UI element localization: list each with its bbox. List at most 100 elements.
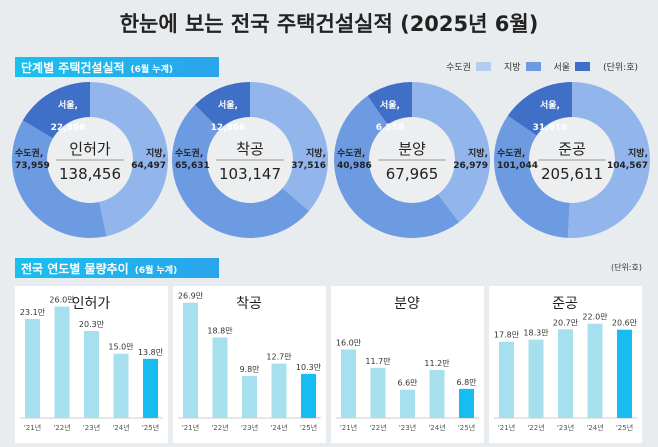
bar [617,329,632,418]
donut-title: 분양 [398,140,426,158]
bar-value-label: 10.3만 [296,363,322,372]
slice-metro [11,120,107,238]
bar [113,353,129,418]
bar-value-label: 17.8만 [494,331,520,340]
x-tick-label: '25년 [458,423,475,432]
x-tick-label: '24년 [428,423,445,432]
legend-label: 지방 [503,63,521,73]
x-tick-label: '21년 [182,423,199,432]
bar [84,331,99,418]
slice-seoul [507,82,572,137]
label-metro-value: 40,986 [337,161,372,171]
bar [459,388,474,418]
bar-value-label: 6.6만 [397,379,418,388]
label-local-value: 104,567 [607,161,648,171]
unit-label: (단위:호) [610,263,642,272]
x-tick-label: '24년 [586,423,603,432]
x-tick-label: '23년 [557,423,574,432]
slice-seoul [367,82,412,126]
unit-label: (단위:호) [603,63,638,73]
bar-value-label: 12.7만 [266,353,292,362]
bar-panel-title: 분양 [394,296,420,312]
label-metro-name: 수도권, [337,147,365,159]
bar [429,370,445,418]
bar [341,349,356,418]
bar [54,306,70,418]
bar [183,302,198,418]
bar [143,358,158,418]
bar [271,363,287,418]
bar-value-label: 20.3만 [79,320,105,329]
bar-value-label: 22.0만 [582,313,608,322]
bar-value-label: 20.6만 [612,319,638,328]
x-tick-label: '23년 [83,423,100,432]
label-metro-value: 73,959 [15,161,50,171]
slice-seoul [22,82,90,139]
bar-value-label: 15.0만 [108,343,134,352]
x-tick-label: '21년 [340,423,357,432]
slice-local [250,82,328,212]
x-tick-label: '22년 [527,423,544,432]
bar [587,323,603,418]
x-tick-label: '24년 [112,423,129,432]
label-seoul-value: 12,866 [211,123,246,133]
x-tick-label: '22년 [369,423,386,432]
label-metro-name: 수도권, [497,147,525,159]
section-banner-yearly: 전국 연도별 물량추이 (6월 누계) [15,258,219,278]
donut-title: 인허가 [69,140,111,158]
x-tick-label: '23년 [399,423,416,432]
label-local-value: 37,516 [291,161,326,171]
slice-metro [171,104,309,239]
donut-total: 138,456 [59,165,121,183]
bar-value-label: 16.0만 [336,338,362,347]
bar [558,329,573,418]
bar [370,367,386,418]
legend-label: 서울 [553,63,571,73]
label-local-value: 26,979 [453,161,488,171]
page-title: 한눈에 보는 전국 주택건설실적 (2025년 6월) [119,12,539,36]
bar-value-label: 9.8만 [239,365,260,374]
label-metro-name: 수도권, [175,147,203,159]
bar [499,341,514,418]
label-seoul-value: 31,618 [533,123,568,133]
bar-value-label: 11.2만 [424,359,450,368]
donut-total: 103,147 [219,165,281,183]
bar-value-label: 18.8만 [207,326,233,335]
legend-swatch [525,62,541,71]
donut-total: 205,611 [541,165,603,183]
bar [528,339,544,418]
x-tick-label: '23년 [241,423,258,432]
label-seoul-value: 6,558 [376,123,404,133]
bar-value-label: 13.8만 [138,348,164,357]
section-banner-stage: 단계별 주택건설실적 (6월 누계) [15,57,219,77]
section-title: 단계별 주택건설실적 [21,61,125,75]
x-tick-label: '25년 [142,423,159,432]
bar-panel-title: 착공 [236,296,262,312]
slice-metro [494,115,570,238]
label-local-name: 지방, [468,147,488,159]
bar-panel-title: 준공 [552,296,578,312]
label-seoul-name: 서울, [380,99,400,111]
donut-title: 준공 [558,140,586,158]
section-subtitle: (6월 누계) [130,65,174,75]
slice-seoul [194,82,250,131]
x-tick-label: '25년 [616,423,633,432]
bar [301,373,316,418]
x-tick-label: '22년 [211,423,228,432]
label-seoul-name: 서울, [218,99,238,111]
label-local-name: 지방, [146,147,166,159]
label-seoul-value: 22,898 [51,123,86,133]
x-tick-label: '22년 [53,423,70,432]
legend-swatch [575,62,591,71]
label-metro-value: 65,631 [175,161,210,171]
x-tick-label: '21년 [498,423,515,432]
x-tick-label: '24년 [270,423,287,432]
x-tick-label: '25년 [300,423,317,432]
bar [212,337,228,418]
bar-value-label: 26.0만 [49,296,75,305]
label-seoul-name: 서울, [540,99,560,111]
x-tick-label: '21년 [24,423,41,432]
slice-local [412,82,490,223]
bar-panel-title: 인허가 [72,296,111,312]
